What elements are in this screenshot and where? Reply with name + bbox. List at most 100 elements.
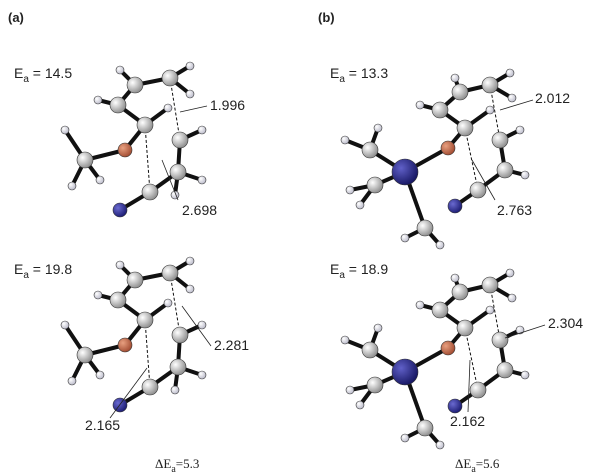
label: ΔEa=5.3 xyxy=(155,456,199,475)
forming-bond xyxy=(489,84,501,141)
atom xyxy=(391,358,419,386)
label: Ea = 19.8 xyxy=(14,261,72,281)
atom xyxy=(520,370,530,380)
panel-label: (a) xyxy=(8,10,24,25)
subscript: a xyxy=(23,74,29,85)
value: = 14.5 xyxy=(29,65,72,81)
value: =5.6 xyxy=(476,456,500,471)
leader-line xyxy=(181,305,212,347)
atom xyxy=(451,283,469,301)
atom xyxy=(450,273,460,283)
atom xyxy=(185,284,195,294)
atom xyxy=(469,181,487,199)
atom xyxy=(161,264,179,282)
atom xyxy=(197,125,207,135)
label: Ea = 14.5 xyxy=(14,65,72,85)
subscript: a xyxy=(471,464,476,475)
label: Ea = 13.3 xyxy=(330,65,388,85)
atom xyxy=(491,331,509,349)
distance-label: 2.763 xyxy=(497,202,532,218)
forming-bond xyxy=(464,127,479,191)
distance-label: 2.281 xyxy=(214,337,249,353)
atom xyxy=(456,119,474,137)
atom xyxy=(141,183,159,201)
atom xyxy=(505,268,515,278)
atom xyxy=(355,400,365,410)
atom xyxy=(440,340,456,356)
leader-line xyxy=(499,99,534,111)
atom xyxy=(416,419,434,437)
atom xyxy=(136,116,154,134)
atom xyxy=(450,73,460,83)
atom xyxy=(496,161,514,179)
atom xyxy=(481,76,499,94)
symbol: ΔE xyxy=(155,456,171,471)
molecule xyxy=(60,61,207,218)
atom xyxy=(451,83,469,101)
atom xyxy=(60,125,70,135)
value: = 19.8 xyxy=(29,261,72,277)
molecules xyxy=(60,61,530,450)
atom xyxy=(76,346,94,364)
atom xyxy=(95,175,105,185)
atom xyxy=(169,358,187,376)
atom xyxy=(355,200,365,210)
molecule xyxy=(340,268,530,450)
atom xyxy=(60,320,70,330)
atom xyxy=(366,376,384,394)
atom xyxy=(197,370,207,380)
forming-bond xyxy=(464,327,479,391)
subscript: a xyxy=(171,464,176,475)
value: = 13.3 xyxy=(345,65,388,81)
leader-line xyxy=(179,105,208,113)
symbol: E xyxy=(14,65,23,81)
atom xyxy=(115,65,125,75)
symbol: E xyxy=(330,65,339,81)
molecule xyxy=(60,256,207,413)
atom xyxy=(361,141,379,159)
forming-bond xyxy=(169,272,181,336)
atom xyxy=(141,378,159,396)
atom xyxy=(109,291,127,309)
atom xyxy=(373,123,383,133)
subscript: a xyxy=(339,270,345,281)
label: ΔEa=5.6 xyxy=(455,456,500,475)
symbol: E xyxy=(330,261,339,277)
atom xyxy=(469,381,487,399)
atom xyxy=(136,311,154,329)
atom xyxy=(171,131,189,149)
atom xyxy=(170,385,180,395)
atom xyxy=(112,202,128,218)
atom xyxy=(485,105,495,115)
atom xyxy=(95,370,105,380)
forming-bond xyxy=(489,284,501,341)
atom xyxy=(481,276,499,294)
leader-line xyxy=(504,324,546,339)
atom xyxy=(117,337,133,353)
atom xyxy=(400,233,410,243)
forming-bond xyxy=(144,319,151,388)
atom xyxy=(117,142,133,158)
atom xyxy=(115,260,125,270)
atom xyxy=(431,101,449,119)
subscript: a xyxy=(339,74,345,85)
atom xyxy=(415,300,425,310)
atom xyxy=(373,323,383,333)
atom xyxy=(163,103,173,113)
forming-bond xyxy=(144,124,151,193)
distance-label: 2.012 xyxy=(535,90,570,106)
leader-line xyxy=(109,367,148,419)
distance-label: 2.162 xyxy=(450,413,485,429)
panel-label: (b) xyxy=(318,10,335,25)
molecule xyxy=(340,68,530,250)
atom xyxy=(185,256,195,266)
atom xyxy=(507,293,517,303)
distance-label: 2.304 xyxy=(548,315,583,331)
atom xyxy=(340,135,350,145)
label: Ea = 18.9 xyxy=(330,261,388,281)
atom xyxy=(197,175,207,185)
atom xyxy=(491,131,509,149)
atom xyxy=(416,219,434,237)
leader-line xyxy=(467,359,471,413)
